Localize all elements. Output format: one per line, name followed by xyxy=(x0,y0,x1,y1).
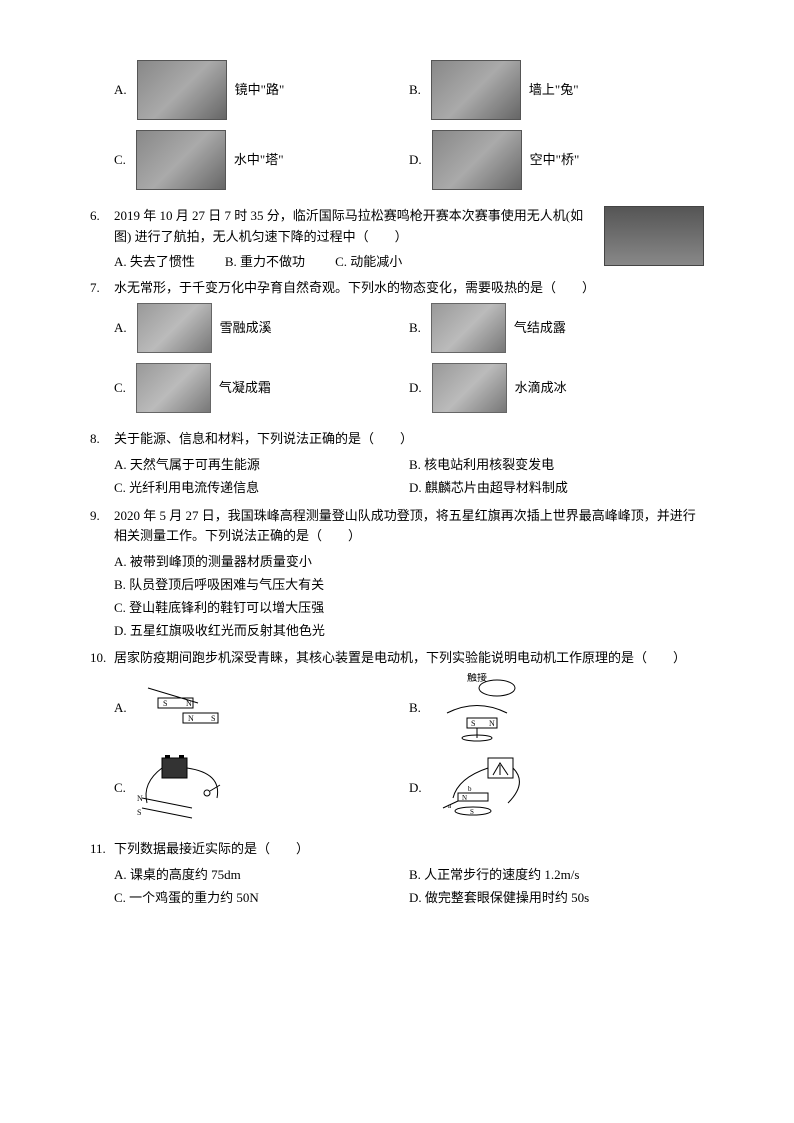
image-mirror-road xyxy=(137,60,227,120)
question-7: 7. 水无常形，于千变万化中孕育自然奇观。下列水的物态变化，需要吸热的是（ ） … xyxy=(90,278,704,423)
svg-text:N: N xyxy=(462,794,467,802)
image-drone xyxy=(604,206,704,266)
image-dew xyxy=(431,303,506,353)
diagram-galvanometer: Nb a S xyxy=(428,753,538,823)
svg-text:N: N xyxy=(188,714,194,723)
svg-text:N: N xyxy=(489,719,495,728)
q10-option-b: B. 触接 SN xyxy=(409,673,704,743)
diagram-circuit-magnet: 触接 SN xyxy=(427,673,537,743)
option-letter: B. xyxy=(409,318,421,339)
q11-option-d: D. 做完整套眼保健操用时约 50s xyxy=(409,887,704,910)
question-8: 8. 关于能源、信息和材料，下列说法正确的是（ ） A. 天然气属于可再生能源 … xyxy=(90,429,704,499)
question-text: 居家防疫期间跑步机深受青睐，其核心装置是电动机，下列实验能说明电动机工作原理的是… xyxy=(114,648,704,669)
svg-text:a: a xyxy=(448,802,452,810)
question-number: 8. xyxy=(90,429,114,450)
q5-option-a: A. 镜中"路" xyxy=(114,60,409,120)
question-number: 10. xyxy=(90,648,114,669)
q7-option-a: A. 雪融成溪 xyxy=(114,303,409,353)
q8-option-b: B. 核电站利用核裂变发电 xyxy=(409,454,704,477)
q5-option-c: C. 水中"塔" xyxy=(114,130,409,190)
q6-option-c: C. 动能减小 xyxy=(335,252,402,273)
image-frost xyxy=(136,363,211,413)
q9-option-d: D. 五星红旗吸收红光而反射其他色光 xyxy=(114,620,704,643)
caption: 镜中"路" xyxy=(235,80,285,101)
svg-text:b: b xyxy=(468,785,472,793)
q10-option-d: D. Nb a S xyxy=(409,753,704,823)
question-number: 11. xyxy=(90,839,114,860)
image-wall-rabbit xyxy=(431,60,521,120)
diagram-magnets: SN NS xyxy=(133,673,243,743)
q6-option-a: A. 失去了惯性 xyxy=(114,252,195,273)
q7-option-c: C. 气凝成霜 xyxy=(114,363,409,413)
caption: 雪融成溪 xyxy=(220,318,272,339)
caption: 气结成露 xyxy=(514,318,566,339)
svg-text:S: S xyxy=(211,714,215,723)
q5-option-d: D. 空中"桥" xyxy=(409,130,704,190)
q5-option-b: B. 墙上"兔" xyxy=(409,60,704,120)
diagram-battery-rail: NS xyxy=(132,753,242,823)
q11-option-c: C. 一个鸡蛋的重力约 50N xyxy=(114,887,409,910)
question-9: 9. 2020 年 5 月 27 日，我国珠峰高程测量登山队成功登顶，将五星红旗… xyxy=(90,506,704,643)
question-number: 9. xyxy=(90,506,114,527)
q6-option-b: B. 重力不做功 xyxy=(225,252,305,273)
caption: 墙上"兔" xyxy=(529,80,579,101)
q9-option-b: B. 队员登顶后呼吸困难与气压大有关 xyxy=(114,574,704,597)
question-6: 6. 2019 年 10 月 27 日 7 时 35 分，临沂国际马拉松赛鸣枪开… xyxy=(90,206,704,272)
image-ice xyxy=(432,363,507,413)
option-letter: D. xyxy=(409,378,422,399)
svg-text:N: N xyxy=(137,794,143,803)
caption: 气凝成霜 xyxy=(219,378,271,399)
caption: 空中"桥" xyxy=(530,150,580,171)
question-text: 下列数据最接近实际的是（ ） xyxy=(114,839,704,860)
svg-text:S: S xyxy=(163,699,167,708)
svg-text:S: S xyxy=(137,808,141,817)
option-letter: B. xyxy=(409,698,421,719)
image-sky-bridge xyxy=(432,130,522,190)
question-11: 11. 下列数据最接近实际的是（ ） A. 课桌的高度约 75dm B. 人正常… xyxy=(90,839,704,909)
question-number: 7. xyxy=(90,278,114,299)
q11-option-a: A. 课桌的高度约 75dm xyxy=(114,864,409,887)
caption: 水滴成冰 xyxy=(515,378,567,399)
q11-option-b: B. 人正常步行的速度约 1.2m/s xyxy=(409,864,704,887)
image-snow-melting xyxy=(137,303,212,353)
q8-option-a: A. 天然气属于可再生能源 xyxy=(114,454,409,477)
q7-option-b: B. 气结成露 xyxy=(409,303,704,353)
image-water-tower xyxy=(136,130,226,190)
question-text: 水无常形，于千变万化中孕育自然奇观。下列水的物态变化，需要吸热的是（ ） xyxy=(114,278,704,299)
option-letter: C. xyxy=(114,778,126,799)
option-letter: C. xyxy=(114,150,126,171)
q9-option-a: A. 被带到峰顶的测量器材质量变小 xyxy=(114,551,704,574)
option-letter: C. xyxy=(114,378,126,399)
question-text: 2020 年 5 月 27 日，我国珠峰高程测量登山队成功登顶，将五星红旗再次插… xyxy=(114,506,704,548)
option-letter: A. xyxy=(114,698,127,719)
option-letter: A. xyxy=(114,318,127,339)
svg-text:S: S xyxy=(470,808,474,816)
q8-option-c: C. 光纤利用电流传递信息 xyxy=(114,477,409,500)
q10-option-c: C. NS xyxy=(114,753,409,823)
option-letter: A. xyxy=(114,80,127,101)
question-5-options: A. 镜中"路" B. 墙上"兔" C. 水中"塔" D. 空中"桥" xyxy=(90,60,704,200)
svg-text:S: S xyxy=(471,719,475,728)
option-letter: B. xyxy=(409,80,421,101)
q7-option-d: D. 水滴成冰 xyxy=(409,363,704,413)
question-number: 6. xyxy=(90,206,114,227)
caption: 水中"塔" xyxy=(234,150,284,171)
q9-option-c: C. 登山鞋底锋利的鞋钉可以增大压强 xyxy=(114,597,704,620)
question-10: 10. 居家防疫期间跑步机深受青睐，其核心装置是电动机，下列实验能说明电动机工作… xyxy=(90,648,704,833)
q8-option-d: D. 麒麟芯片由超导材料制成 xyxy=(409,477,704,500)
question-text: 关于能源、信息和材料，下列说法正确的是（ ） xyxy=(114,429,704,450)
option-letter: D. xyxy=(409,778,422,799)
option-letter: D. xyxy=(409,150,422,171)
q10-option-a: A. SN NS xyxy=(114,673,409,743)
